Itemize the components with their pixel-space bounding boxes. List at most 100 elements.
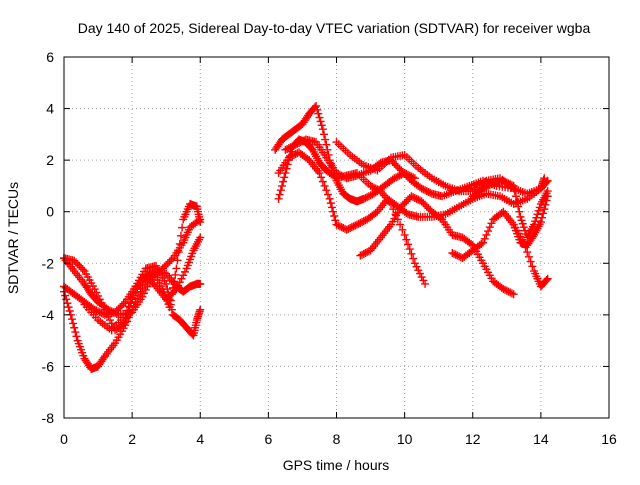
data-point — [487, 180, 496, 189]
data-point — [335, 222, 344, 231]
chart-title: Day 140 of 2025, Sidereal Day-to-day VTE… — [78, 20, 591, 36]
data-point — [393, 172, 402, 181]
data-point — [502, 178, 511, 187]
data-point — [398, 200, 407, 209]
data-point — [95, 295, 104, 304]
data-point — [410, 193, 419, 202]
data-point — [480, 183, 489, 192]
data-point — [404, 173, 413, 182]
axis-ticks — [63, 56, 610, 419]
data-point — [541, 200, 550, 209]
data-point — [107, 319, 116, 328]
data-point — [400, 230, 409, 239]
data-point — [517, 216, 526, 225]
data-point — [538, 213, 547, 222]
y-tick-label: -4 — [42, 307, 55, 323]
data-point — [405, 245, 414, 254]
data-point — [402, 235, 411, 244]
data-point — [421, 186, 430, 195]
data-point — [170, 277, 179, 286]
data-point — [354, 219, 363, 228]
data-point — [515, 207, 524, 216]
data-point — [163, 259, 172, 268]
data-point — [480, 234, 489, 243]
data-point — [419, 199, 428, 208]
data-point — [145, 275, 154, 284]
data-point — [366, 181, 375, 190]
data-point — [141, 272, 150, 281]
data-point — [162, 261, 171, 270]
data-point — [111, 308, 120, 317]
x-tick-label: 14 — [533, 431, 549, 447]
data-point — [286, 143, 295, 152]
data-point — [334, 169, 343, 178]
series-track-e — [80, 233, 205, 335]
data-point — [332, 169, 341, 178]
data-point — [196, 218, 205, 227]
data-point — [150, 280, 159, 289]
data-point — [534, 206, 543, 215]
data-point — [395, 171, 404, 180]
data-point — [502, 286, 511, 295]
series-track-k — [356, 192, 518, 299]
data-point — [162, 279, 171, 288]
data-point — [509, 290, 518, 299]
data-point — [390, 159, 399, 168]
data-point — [396, 220, 405, 229]
data-point — [114, 304, 123, 313]
data-point — [364, 192, 373, 201]
x-tick-labels: 0 2 4 6 8 10 12 14 16 — [60, 431, 617, 447]
data-point — [173, 256, 182, 265]
data-point — [400, 199, 409, 208]
data-point — [65, 306, 74, 315]
data-point — [421, 200, 430, 209]
data-point — [67, 315, 76, 324]
data-point — [543, 274, 552, 283]
data-point — [426, 188, 435, 197]
data-point — [412, 194, 421, 203]
y-tick-label: 2 — [46, 152, 54, 168]
data-point — [320, 130, 329, 139]
data-point — [419, 185, 428, 194]
data-point — [506, 288, 515, 297]
data-point — [279, 177, 288, 186]
data-point — [368, 182, 377, 191]
data-point — [415, 269, 424, 278]
data-point — [278, 181, 286, 190]
data-point — [393, 163, 402, 172]
data-point — [141, 285, 150, 294]
data-point — [467, 239, 476, 248]
data-point — [482, 182, 491, 191]
data-point — [422, 202, 431, 211]
data-point — [170, 286, 179, 295]
data-point — [175, 239, 184, 248]
data-point — [146, 277, 155, 286]
data-point — [358, 250, 367, 259]
data-point — [339, 172, 348, 181]
data-point — [501, 285, 510, 294]
data-point — [412, 262, 421, 271]
data-point — [275, 190, 284, 199]
data-point — [72, 332, 81, 341]
data-point — [179, 271, 188, 280]
data-point — [417, 184, 426, 193]
data-point — [63, 299, 72, 308]
data-point — [295, 138, 304, 147]
data-point — [121, 318, 130, 327]
data-point — [116, 303, 125, 312]
data-point — [92, 306, 101, 315]
data-point — [171, 270, 180, 279]
data-point — [363, 248, 372, 257]
data-point — [404, 195, 413, 204]
x-tick-label: 6 — [264, 431, 272, 447]
data-point — [451, 250, 460, 259]
data-point — [450, 249, 459, 258]
data-point — [422, 187, 431, 196]
data-point — [337, 171, 346, 180]
data-points — [60, 101, 552, 374]
data-point — [90, 285, 99, 294]
data-point — [117, 301, 126, 310]
data-point — [94, 291, 103, 300]
data-point — [196, 279, 205, 288]
data-point — [178, 223, 187, 232]
